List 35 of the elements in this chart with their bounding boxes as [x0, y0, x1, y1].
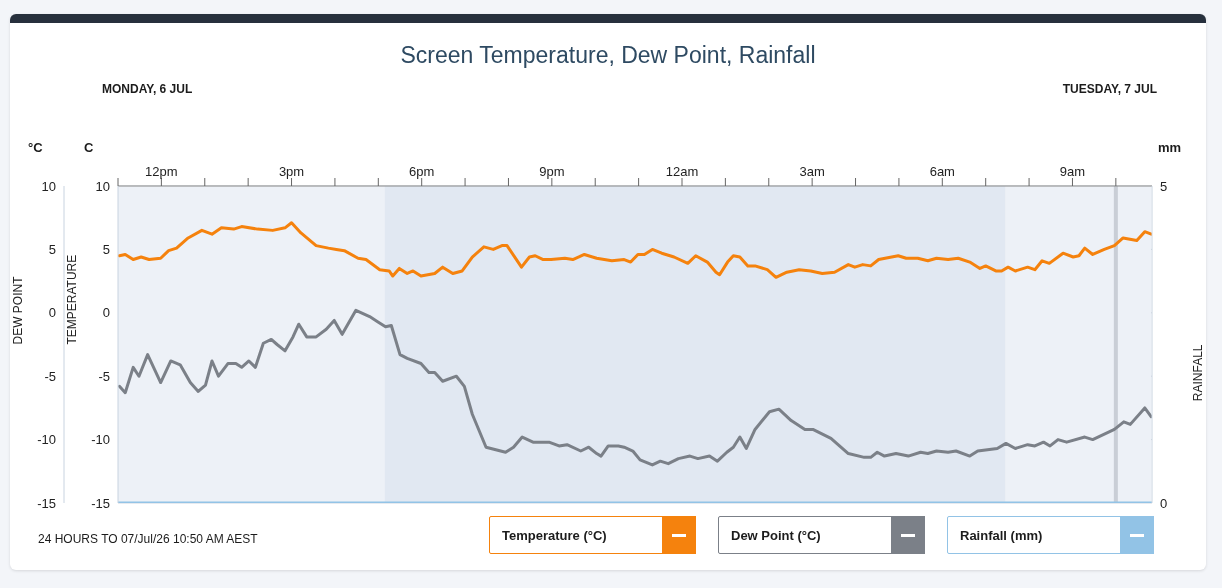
- y-tick-label: -5: [98, 368, 110, 384]
- text: TUESDAY, 7 JUL: [1062, 82, 1157, 96]
- y3-tick-label: 0: [48, 305, 56, 321]
- text: °C: [28, 140, 43, 155]
- x-tick-label: 12pm: [145, 164, 178, 179]
- text: C: [84, 140, 94, 155]
- text: MONDAY, 6 JUL: [102, 82, 193, 96]
- x-tick-label: 6am: [929, 164, 955, 179]
- text: 24 HOURS TO 07/Jul/26 10:50 AM AEST: [38, 532, 258, 546]
- text: Temperature (°C): [502, 527, 607, 543]
- y-tick-label: 5: [102, 242, 110, 258]
- y3-tick-label: 10: [41, 178, 56, 194]
- x-tick-label: 6pm: [409, 164, 435, 179]
- series-label: Rainfall (mm): [960, 527, 1043, 543]
- y3-tick-label: -10: [37, 432, 56, 448]
- y-axis-title: TEMPERATURE: [65, 254, 80, 345]
- text: mm: [1158, 140, 1182, 155]
- x-tick-label: 9pm: [539, 164, 565, 179]
- x-tick-label: 12am: [665, 164, 699, 179]
- y-tick-label: -10: [91, 432, 110, 448]
- x-tick-label: 9am: [1059, 164, 1086, 179]
- y3-axis-title: DEW POINT: [11, 275, 26, 345]
- chart-title: Screen Temperature, Dew Point, Rainfall: [399, 42, 817, 69]
- y3-tick-label: -5: [44, 368, 56, 384]
- y2-axis-title: RAINFALL: [1191, 344, 1206, 402]
- text: Dew Point (°C): [731, 527, 821, 543]
- y-tick-label: 0: [102, 305, 110, 321]
- y-tick-label: -15: [91, 495, 110, 511]
- y3-tick-label: -15: [37, 495, 56, 511]
- y2-tick-label: 5: [1160, 178, 1168, 194]
- y-tick-label: 10: [95, 178, 110, 194]
- y3-tick-label: 5: [48, 242, 56, 258]
- x-tick-label: 3am: [799, 164, 825, 179]
- x-tick-label: 3pm: [278, 164, 305, 179]
- y2-tick-label: 0: [1160, 495, 1168, 511]
